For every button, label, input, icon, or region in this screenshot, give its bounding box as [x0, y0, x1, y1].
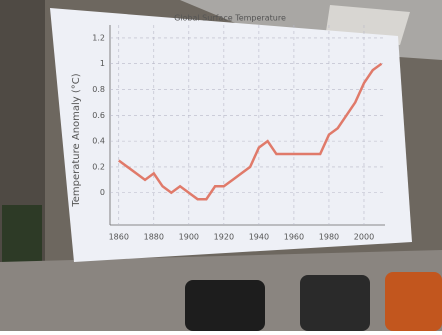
x-tick-label: 1980: [319, 233, 339, 242]
chair: [185, 280, 265, 331]
x-tick-label: 1860: [109, 233, 129, 242]
y-tick-label: 0: [100, 188, 105, 197]
chair: [300, 275, 370, 331]
y-tick-label: 1.2: [92, 33, 105, 42]
y-tick-label: 0.8: [92, 85, 105, 94]
x-tick-label: 1880: [144, 233, 164, 242]
chart-title: Global Surface Temperature: [174, 14, 286, 23]
y-tick-label: 0.4: [92, 137, 105, 146]
y-axis-label: Temperature Anomaly (°C): [71, 73, 82, 207]
x-tick-label: 1960: [284, 233, 304, 242]
x-tick-label: 1900: [179, 233, 199, 242]
scene: Global Surface Temperature Temperature A…: [0, 0, 442, 331]
chair: [385, 272, 442, 331]
x-tick-label: 1920: [214, 233, 234, 242]
projection-screen: [50, 8, 412, 262]
y-tick-label: 1: [100, 59, 105, 68]
x-tick-label: 2000: [354, 233, 374, 242]
y-tick-label: 0.2: [92, 162, 105, 171]
y-tick-label: 0.6: [92, 111, 105, 120]
x-tick-label: 1940: [249, 233, 269, 242]
